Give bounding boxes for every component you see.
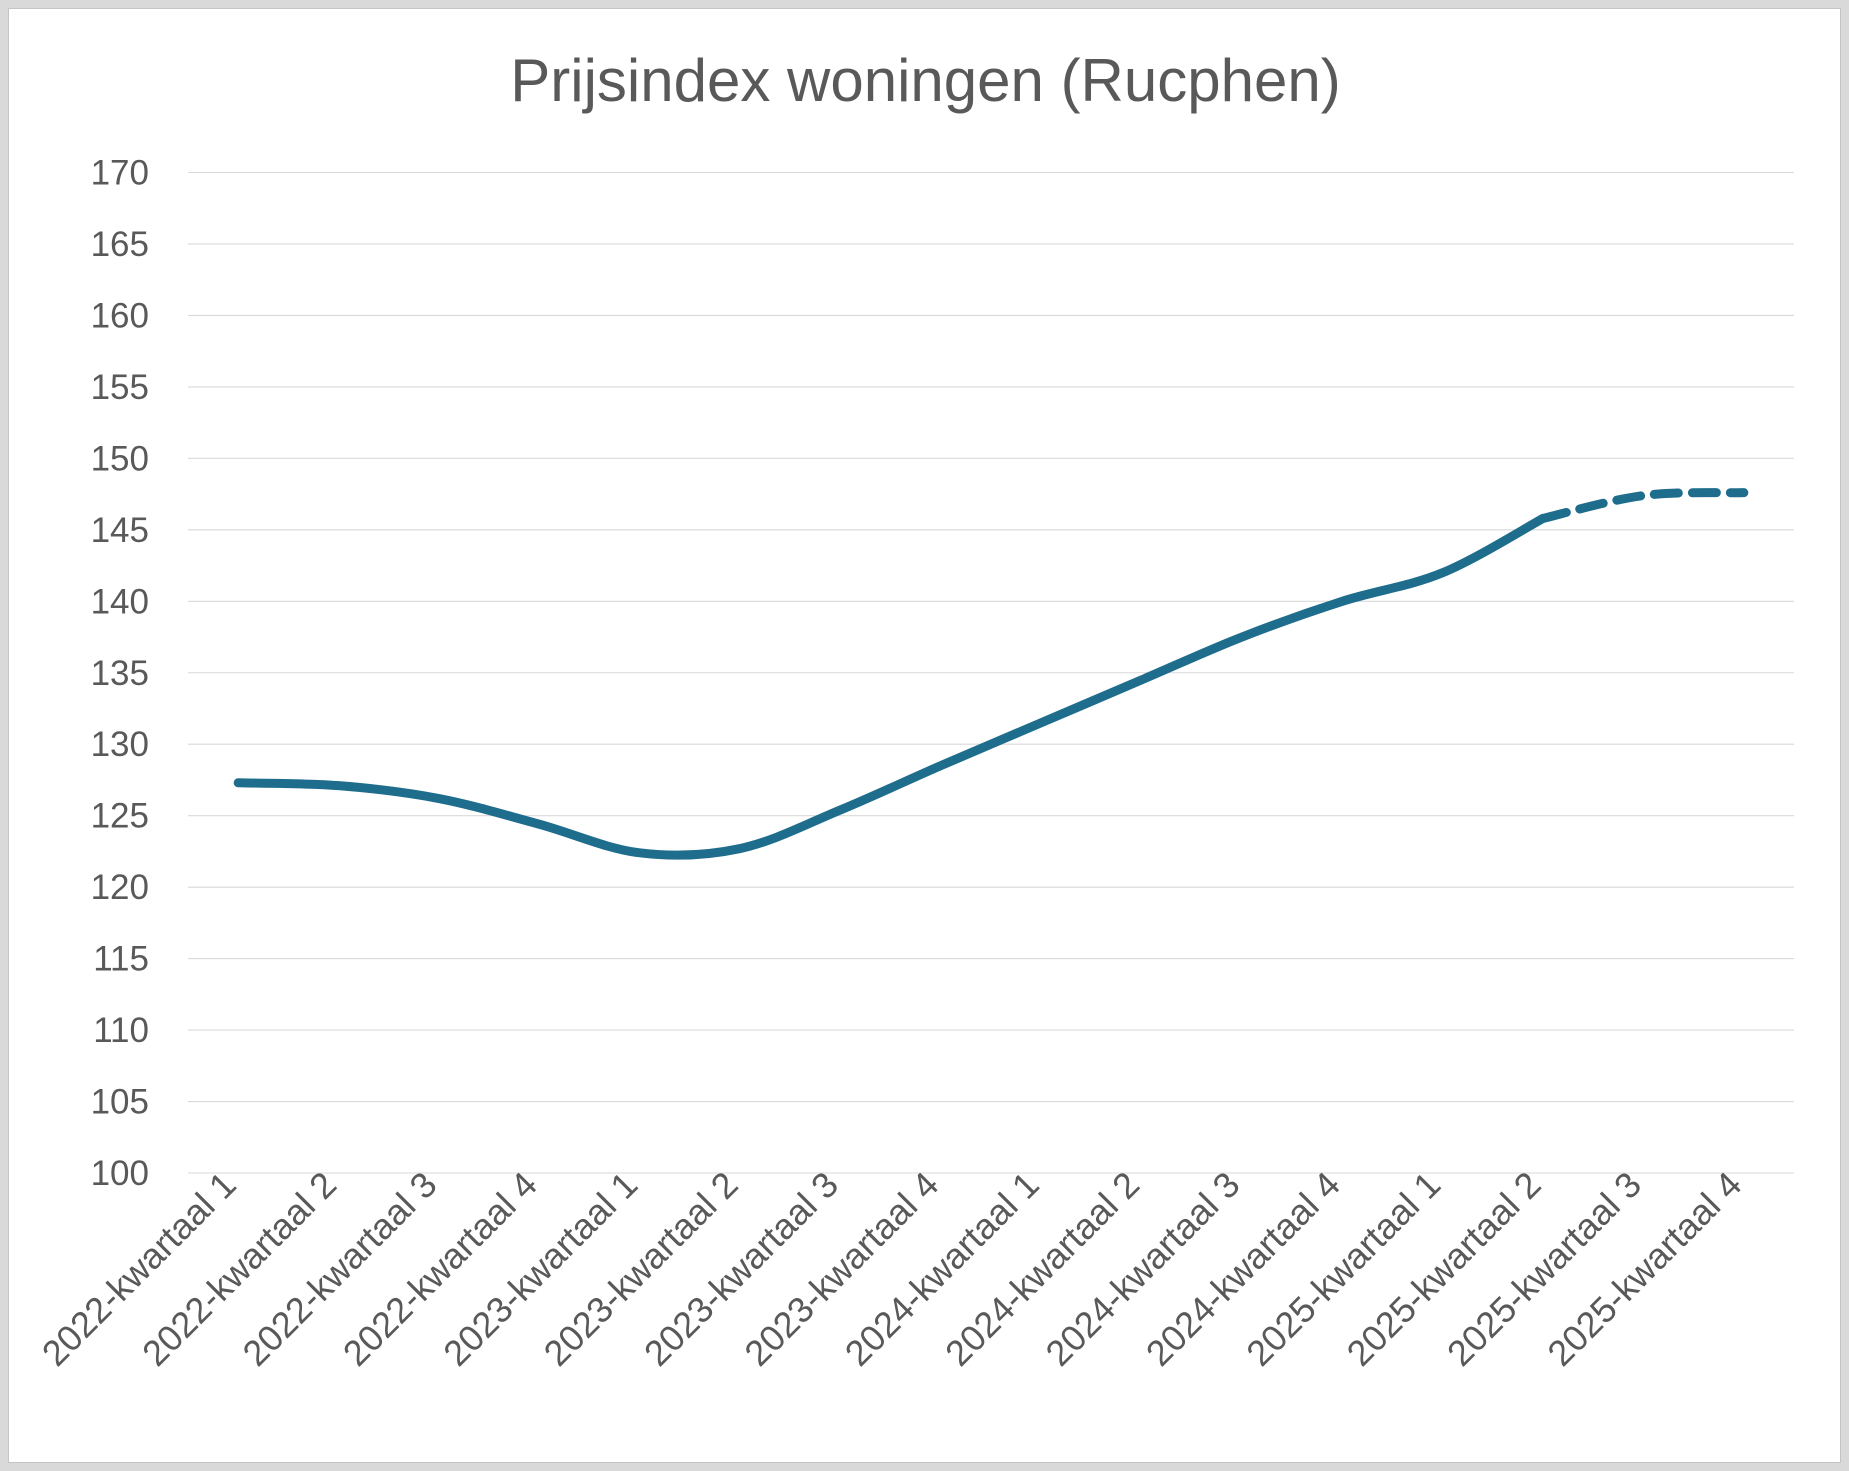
svg-text:165: 165 (91, 225, 149, 264)
svg-text:135: 135 (91, 654, 149, 693)
svg-text:105: 105 (91, 1083, 149, 1122)
svg-text:120: 120 (91, 868, 149, 907)
svg-text:160: 160 (91, 296, 149, 335)
svg-text:130: 130 (91, 725, 149, 764)
svg-text:170: 170 (91, 154, 149, 193)
svg-text:100: 100 (91, 1154, 149, 1193)
svg-text:150: 150 (91, 439, 149, 478)
svg-text:125: 125 (91, 797, 149, 836)
svg-text:145: 145 (91, 511, 149, 550)
svg-text:115: 115 (93, 940, 149, 979)
svg-text:155: 155 (91, 368, 149, 407)
svg-text:140: 140 (91, 582, 149, 621)
svg-text:110: 110 (93, 1011, 149, 1050)
